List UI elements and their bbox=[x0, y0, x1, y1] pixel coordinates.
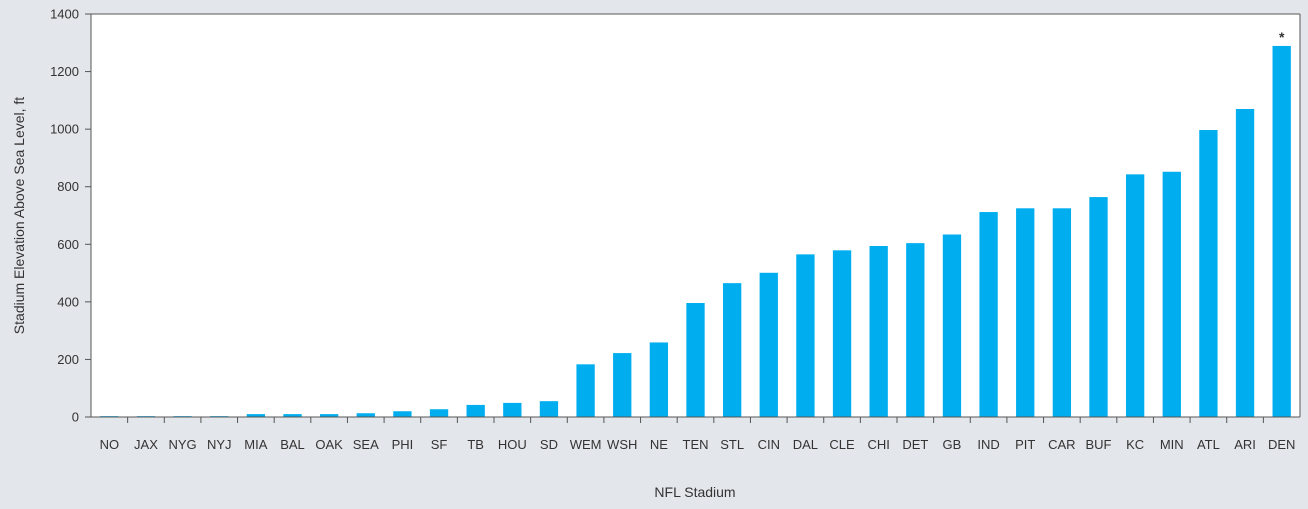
x-tick-label-cle: CLE bbox=[829, 437, 855, 452]
bar-det bbox=[906, 243, 925, 417]
bar-ne bbox=[649, 342, 669, 417]
x-tick-label-cin: CIN bbox=[758, 437, 780, 452]
bar-sd bbox=[539, 401, 559, 417]
x-tick-label-det: DET bbox=[902, 437, 928, 452]
bar-sf bbox=[429, 409, 449, 417]
x-tick-label-wem: WEM bbox=[570, 437, 602, 452]
x-tick-label-min: MIN bbox=[1160, 437, 1184, 452]
x-tick-label-tb: TB bbox=[467, 437, 484, 452]
bar-gb bbox=[942, 234, 962, 417]
x-tick-label-wsh: WSH bbox=[607, 437, 637, 452]
x-tick-label-mia: MIA bbox=[244, 437, 267, 452]
x-tick-label-hou: HOU bbox=[498, 437, 527, 452]
bar-chi bbox=[869, 246, 888, 417]
x-tick-label-oak: OAK bbox=[315, 437, 343, 452]
x-tick-label-car: CAR bbox=[1048, 437, 1075, 452]
x-tick-label-nyj: NYJ bbox=[207, 437, 232, 452]
bars-group bbox=[100, 45, 1291, 418]
bar-tb bbox=[466, 404, 485, 417]
bar-cin bbox=[759, 272, 778, 417]
y-tick-label: 1400 bbox=[50, 7, 79, 22]
bar-oak bbox=[319, 414, 339, 417]
bar-cle bbox=[832, 250, 852, 417]
x-tick-label-ten: TEN bbox=[683, 437, 709, 452]
x-tick-label-kc: KC bbox=[1126, 437, 1144, 452]
bar-ind bbox=[979, 212, 998, 417]
x-axis-title: NFL Stadium bbox=[654, 484, 735, 500]
bar-hou bbox=[503, 402, 522, 417]
bar-wsh bbox=[613, 353, 632, 417]
x-axis: NO JAX NYG NYJ MIA BAL OAK SEA PHI SF TB HOU SD WEM WS… bbox=[100, 417, 1295, 452]
y-tick-label: 400 bbox=[57, 294, 79, 309]
x-tick-label-sf: SF bbox=[431, 437, 448, 452]
bar-dal bbox=[796, 254, 815, 417]
x-tick-label-ne: NE bbox=[650, 437, 668, 452]
x-tick-label-no: NO bbox=[100, 437, 120, 452]
y-tick-label: 1000 bbox=[50, 122, 79, 137]
x-tick-label-pit: PIT bbox=[1015, 437, 1035, 452]
bar-ari bbox=[1235, 108, 1255, 417]
bar-car bbox=[1052, 208, 1072, 417]
bar-ten bbox=[686, 303, 705, 417]
bar-phi bbox=[393, 411, 412, 417]
bar-den bbox=[1272, 45, 1291, 417]
bar-pit bbox=[1016, 208, 1035, 417]
x-tick-label-chi: CHI bbox=[867, 437, 889, 452]
y-tick-label: 200 bbox=[57, 352, 79, 367]
y-tick-label: 0 bbox=[72, 410, 79, 425]
bar-atl bbox=[1199, 130, 1218, 418]
bar-bal bbox=[283, 414, 302, 417]
x-tick-label-sea: SEA bbox=[353, 437, 379, 452]
x-tick-label-stl: STL bbox=[720, 437, 744, 452]
x-tick-label-sd: SD bbox=[540, 437, 558, 452]
y-axis: 0 200 400 600 800 1000 1200 1400 bbox=[50, 7, 91, 425]
x-tick-label-bal: BAL bbox=[280, 437, 305, 452]
bar-stl bbox=[722, 283, 742, 417]
y-tick-label: 1200 bbox=[50, 64, 79, 79]
bar-min bbox=[1162, 171, 1181, 417]
x-tick-label-jax: JAX bbox=[134, 437, 158, 452]
x-tick-label-dal: DAL bbox=[793, 437, 818, 452]
bar-kc bbox=[1125, 174, 1145, 417]
x-tick-label-atl: ATL bbox=[1197, 437, 1220, 452]
x-tick-label-den: DEN bbox=[1268, 437, 1295, 452]
y-tick-label: 800 bbox=[57, 179, 79, 194]
bar-wem bbox=[576, 364, 595, 417]
x-tick-label-buf: BUF bbox=[1086, 437, 1112, 452]
y-axis-title: Stadium Elevation Above Sea Level, ft bbox=[11, 97, 27, 334]
annotations-group: * bbox=[1279, 29, 1285, 45]
x-tick-label-ind: IND bbox=[977, 437, 999, 452]
bar-buf bbox=[1089, 197, 1108, 417]
x-tick-label-nyg: NYG bbox=[169, 437, 197, 452]
x-tick-label-gb: GB bbox=[943, 437, 962, 452]
y-tick-label: 600 bbox=[57, 237, 79, 252]
bar-annotation: * bbox=[1279, 29, 1285, 45]
bar-mia bbox=[246, 414, 266, 417]
x-tick-label-ari: ARI bbox=[1234, 437, 1256, 452]
x-tick-label-phi: PHI bbox=[392, 437, 414, 452]
bar-sea bbox=[356, 413, 375, 417]
